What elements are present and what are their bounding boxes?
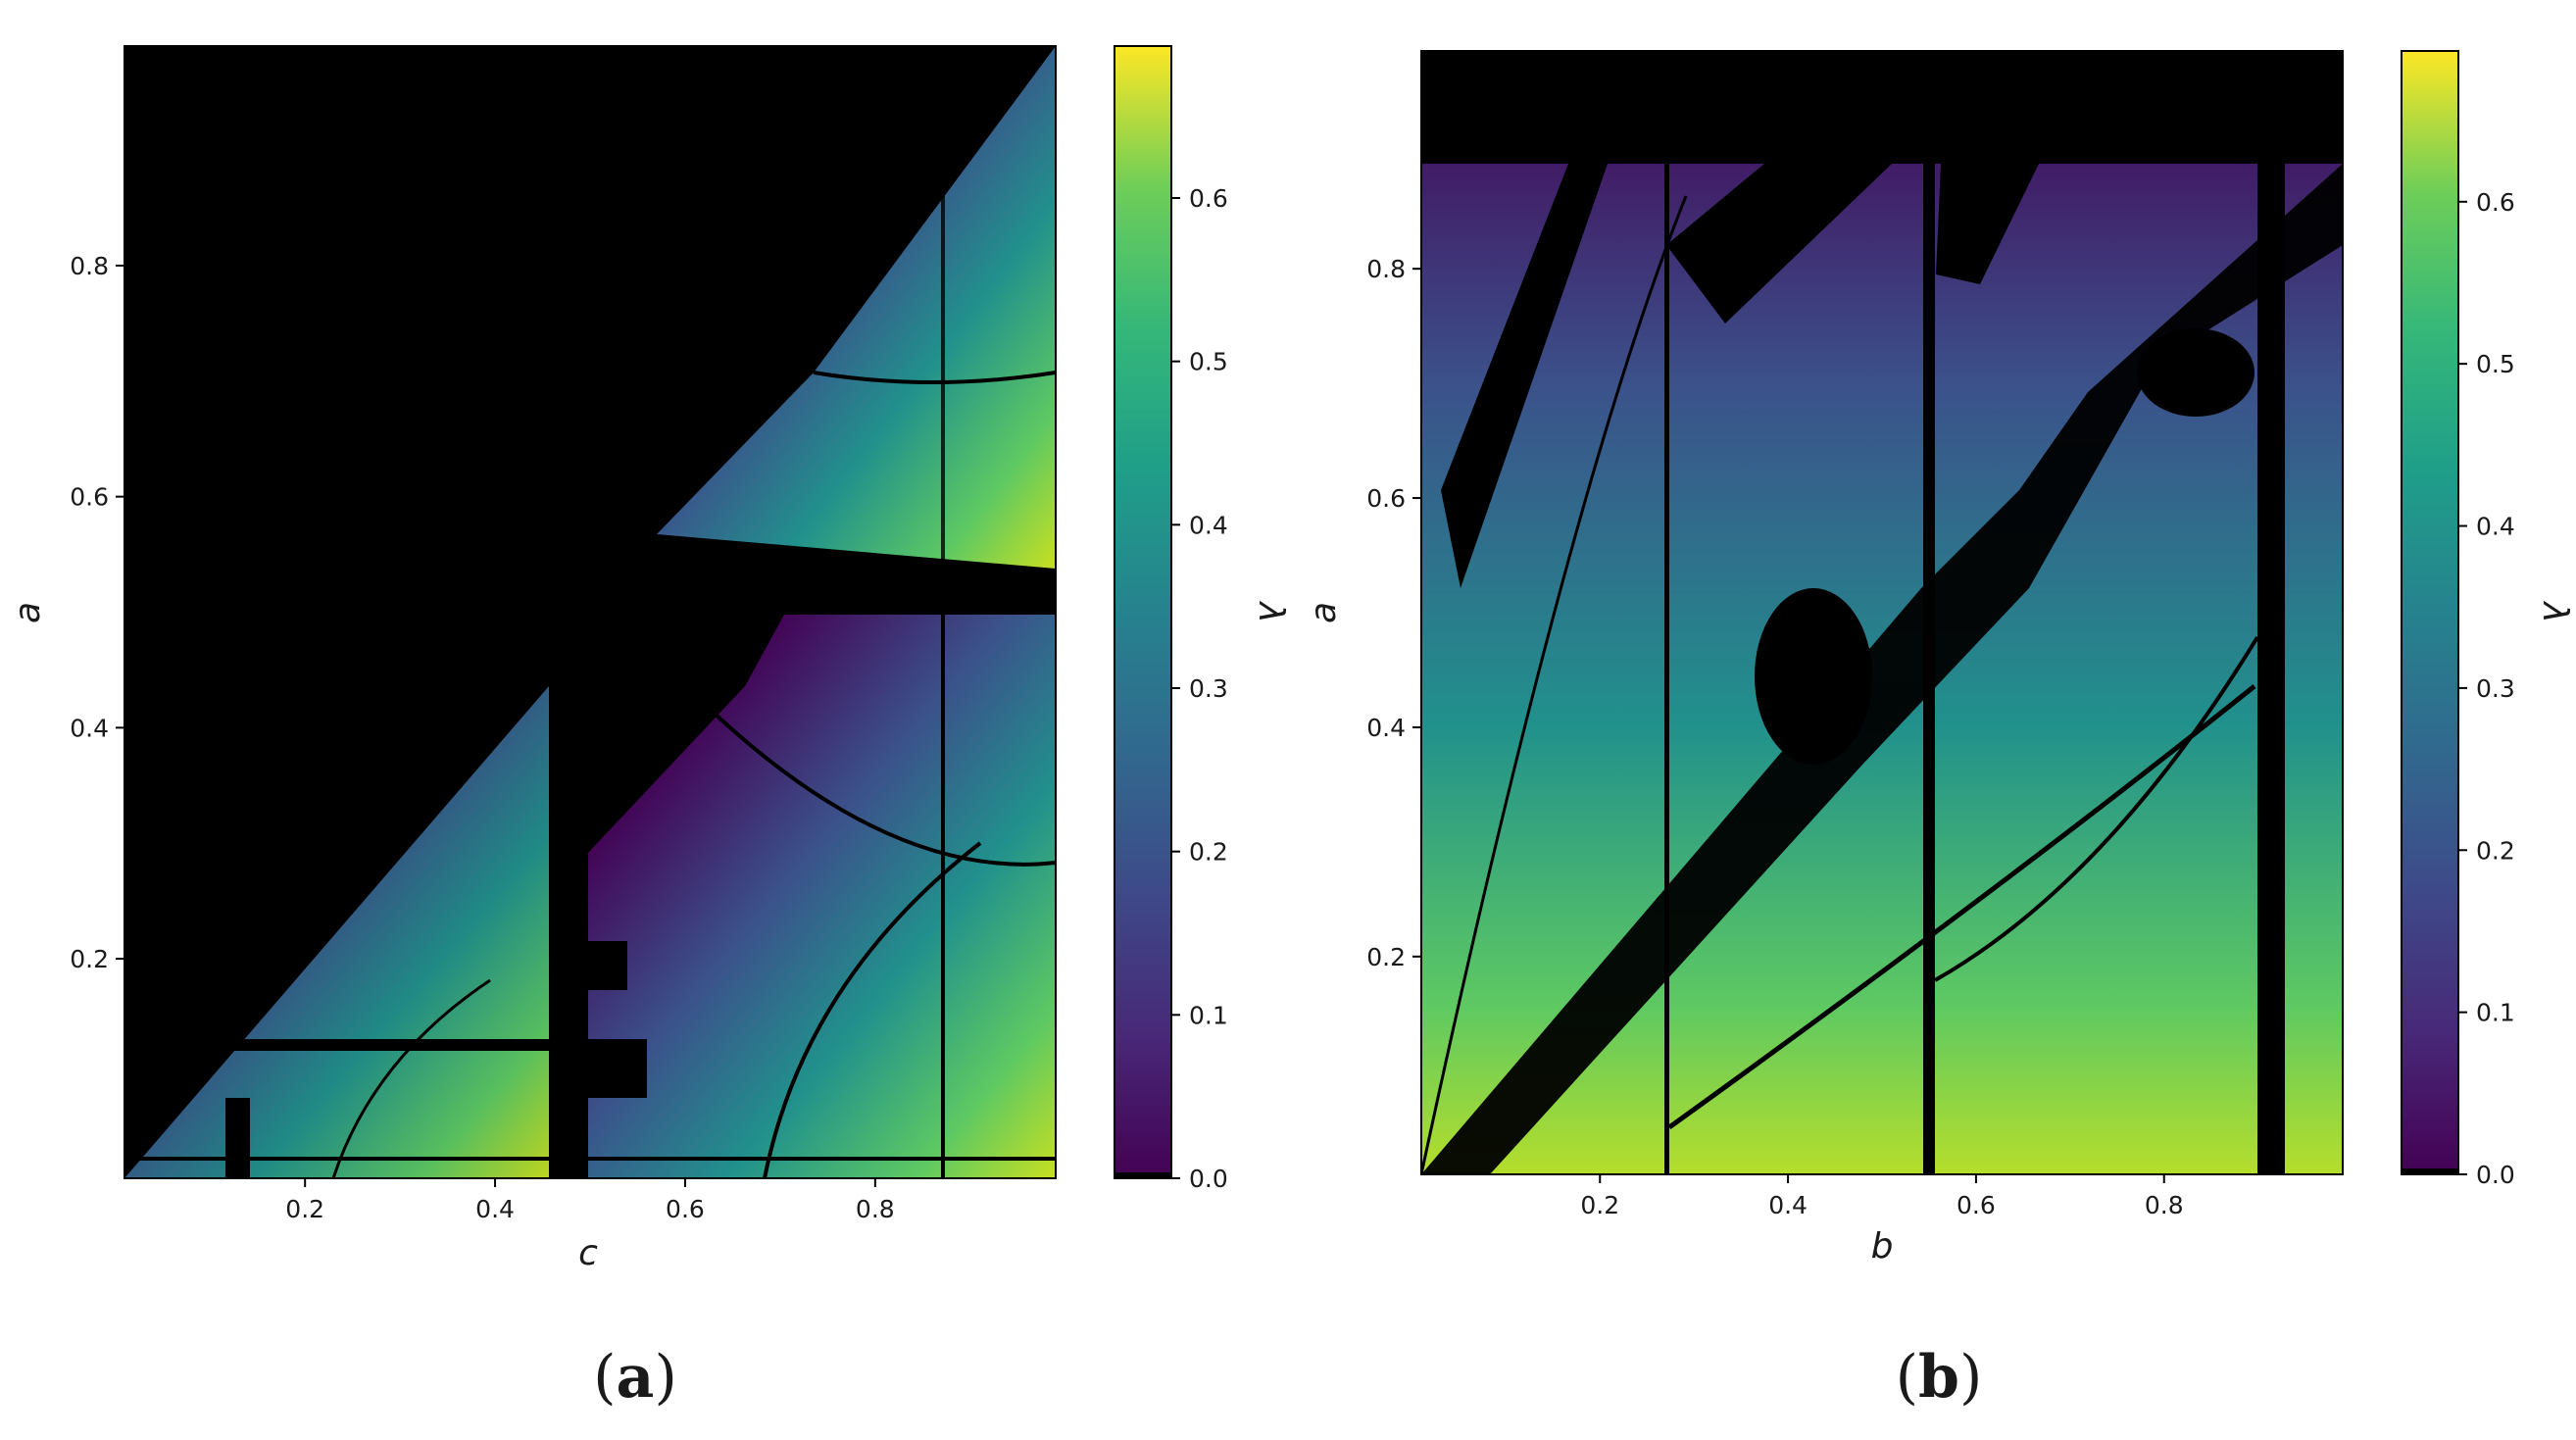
colorbar-tick-label-b-6: 0.6 (2476, 188, 2515, 217)
colorbar-tick-label-a-4: 0.4 (1189, 511, 1228, 539)
colorbar-ticks-b: 0.0 0.1 0.2 0.3 0.4 0.5 0.6 (2458, 188, 2515, 1189)
panel-caption-b: (b) (1896, 1343, 1983, 1412)
ylabel-b: a (1304, 602, 1344, 623)
ticks-a: 0.2 0.4 0.6 0.8 0.2 0.4 0.6 0.8 (70, 252, 894, 1223)
xlabel-a: c (578, 1233, 598, 1273)
x-tick-label-b-0: 0.2 (1580, 1191, 1619, 1219)
colorbar-a: 0.0 0.1 0.2 0.3 0.4 0.5 0.6 λ (1114, 45, 1291, 1193)
y-tick-label-a-3: 0.8 (70, 252, 109, 280)
colorbar-tick-label-a-5: 0.5 (1189, 348, 1228, 376)
colorbar-label-a: λ (1251, 600, 1291, 622)
x-tick-label-b-2: 0.6 (1957, 1191, 1996, 1219)
xlabel-b: b (1871, 1226, 1894, 1266)
x-tick-label-a-0: 0.2 (285, 1195, 324, 1223)
colorbar-tick-label-a-3: 0.3 (1189, 674, 1228, 703)
colorbar-ticks-a: 0.0 0.1 0.2 0.3 0.4 0.5 0.6 (1171, 184, 1228, 1193)
panel-caption-a: (a) (593, 1343, 677, 1412)
panel-b: 0.2 0.4 0.6 0.80.20.40.60.8 b a 0.00.10.20.… (1304, 50, 2575, 1412)
ylabel-a: a (8, 602, 48, 623)
ticks-b: 0.2 0.4 0.6 0.8 0.2 0.4 0.6 0.8 (1366, 255, 2183, 1219)
x-tick-label-a-1: 0.4 (475, 1195, 515, 1223)
y-tick-label-a-2: 0.6 (70, 483, 109, 512)
y-tick-label-a-1: 0.4 (70, 714, 109, 742)
x-tick-label-b-3: 0.8 (2145, 1191, 2184, 1219)
colorbar-tick-label-b-5: 0.5 (2476, 350, 2515, 378)
colorbar-tick-label-b-3: 0.3 (2476, 674, 2515, 703)
y-tick-label-a-0: 0.2 (70, 945, 109, 973)
colorbar-tick-label-a-0: 0.0 (1189, 1165, 1228, 1193)
colorbar-tick-label-a-6: 0.6 (1189, 184, 1228, 213)
colorbar-tick-label-a-1: 0.1 (1189, 1001, 1228, 1029)
colorbar-tick-label-b-1: 0.1 (2476, 999, 2515, 1027)
y-tick-label-b-2: 0.6 (1366, 484, 1406, 513)
heatmap-b (1421, 51, 2343, 1174)
x-tick-label-b-1: 0.4 (1768, 1191, 1808, 1219)
panel-letter-b: b (1918, 1343, 1959, 1412)
y-tick-label-b-1: 0.4 (1366, 714, 1406, 742)
x-tick-label-a-3: 0.8 (856, 1195, 895, 1223)
colorbar-tick-label-b-0: 0.0 (2476, 1161, 2515, 1189)
colorbar-tick-label-b-2: 0.2 (2476, 836, 2515, 865)
x-tick-label-a-2: 0.6 (666, 1195, 705, 1223)
y-tick-label-b-3: 0.8 (1366, 255, 1406, 283)
panel-letter-a: a (617, 1343, 655, 1412)
colorbar-b: 0.0 0.1 0.2 0.3 0.4 0.5 0.6 λ (2401, 50, 2575, 1189)
heatmap-a (124, 46, 1056, 1178)
y-tick-label-b-0: 0.2 (1366, 943, 1406, 971)
colorbar-tick-label-b-4: 0.4 (2476, 513, 2515, 541)
colorbar-label-b: λ (2535, 600, 2575, 622)
panel-a: 0.2 0.4 0.6 0.80.20.40.60.8 c a 0.00.10.20.… (8, 45, 1291, 1412)
colorbar-tick-label-a-2: 0.2 (1189, 838, 1228, 867)
